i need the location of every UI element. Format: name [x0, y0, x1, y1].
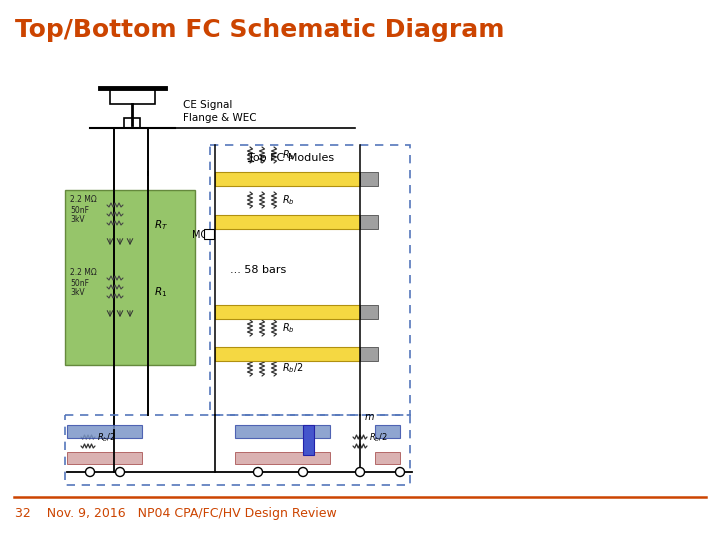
Bar [375, 425, 400, 438]
Bar [124, 118, 140, 128]
Text: 3kV: 3kV [70, 215, 85, 224]
Bar [67, 425, 142, 438]
Circle shape [395, 468, 405, 476]
Text: m: m [365, 412, 374, 422]
Circle shape [86, 468, 94, 476]
Bar [110, 88, 155, 104]
Bar [65, 190, 195, 365]
Text: $R_1$: $R_1$ [154, 285, 167, 299]
Circle shape [299, 468, 307, 476]
Text: $R_b$: $R_b$ [282, 193, 294, 207]
Text: $R_a$: $R_a$ [282, 148, 294, 162]
Bar [204, 229, 214, 239]
Text: 50nF: 50nF [70, 279, 89, 288]
Bar [215, 305, 360, 319]
Bar [67, 452, 142, 464]
Bar [215, 347, 360, 361]
Circle shape [115, 468, 125, 476]
Text: ... 58 bars: ... 58 bars [230, 265, 287, 275]
Bar [215, 215, 360, 229]
Bar [375, 452, 400, 464]
Bar [360, 347, 378, 361]
Text: MOV: MOV [192, 230, 215, 240]
Text: 2.2 MΩ: 2.2 MΩ [70, 195, 96, 204]
Text: $R_b$/2: $R_b$/2 [282, 361, 304, 375]
Bar [65, 415, 410, 485]
Text: $R_b$/2: $R_b$/2 [97, 431, 116, 443]
Text: CE Signal
Flange & WEC: CE Signal Flange & WEC [183, 100, 256, 123]
Text: 32    Nov. 9, 2016   NP04 CPA/FC/HV Design Review: 32 Nov. 9, 2016 NP04 CPA/FC/HV Design Re… [15, 508, 337, 521]
Circle shape [253, 468, 263, 476]
Bar [210, 145, 410, 415]
Bar [360, 305, 378, 319]
Text: 2.2 MΩ: 2.2 MΩ [70, 268, 96, 277]
Bar [235, 452, 330, 464]
Text: Top FC Modules: Top FC Modules [248, 153, 334, 163]
Text: 3kV: 3kV [70, 288, 85, 297]
Text: $R_b$: $R_b$ [282, 321, 294, 335]
Bar [303, 425, 314, 455]
Bar [360, 215, 378, 229]
Bar [215, 172, 360, 186]
Text: $R_b$/2: $R_b$/2 [369, 431, 388, 443]
Circle shape [356, 468, 364, 476]
Text: $R_T$: $R_T$ [154, 218, 168, 232]
Bar [235, 425, 330, 438]
Text: 50nF: 50nF [70, 206, 89, 215]
Bar [360, 172, 378, 186]
Text: Top/Bottom FC Schematic Diagram: Top/Bottom FC Schematic Diagram [15, 18, 505, 42]
